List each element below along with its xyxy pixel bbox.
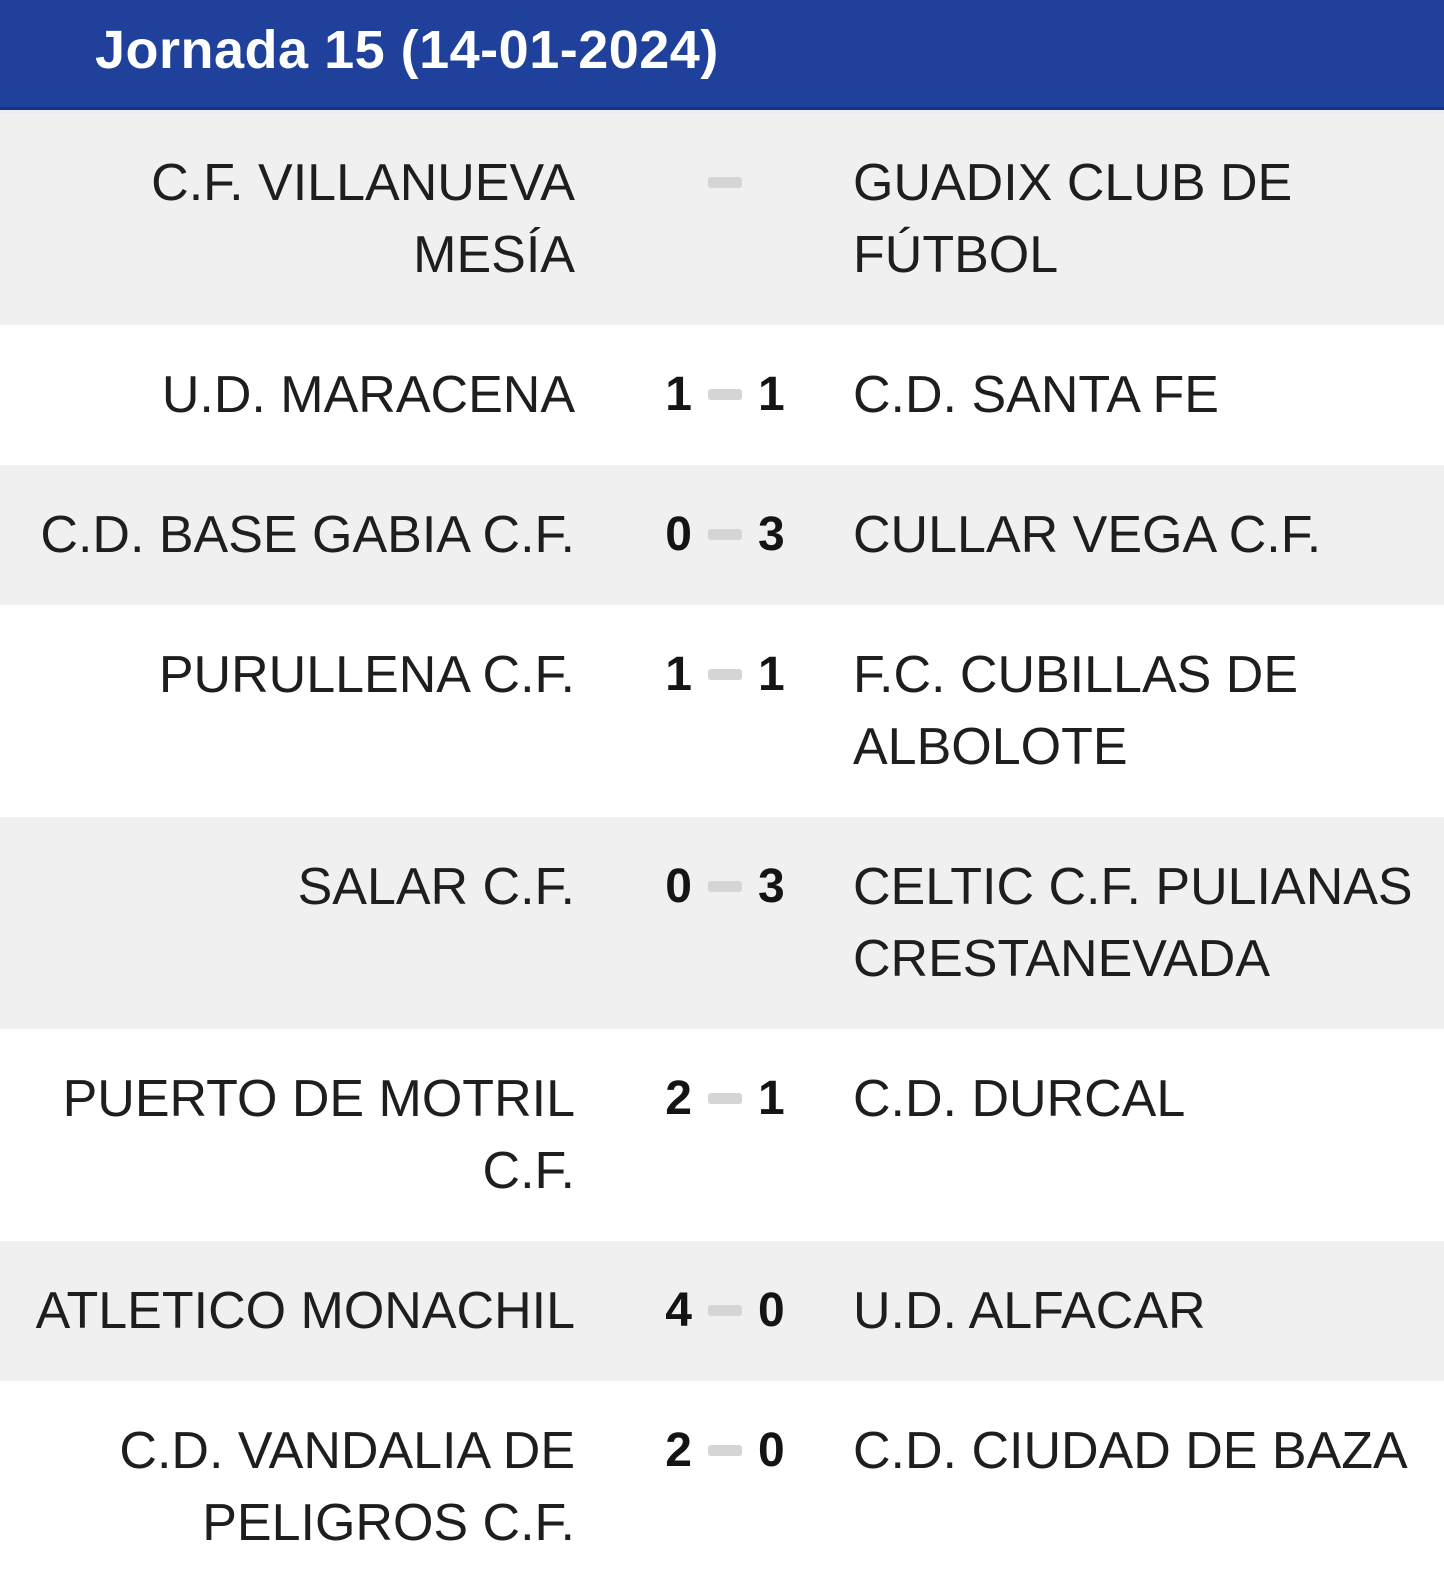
away-score: 0 <box>758 1424 785 1477</box>
home-team: PURULLENA C.F. <box>158 646 575 704</box>
home-team: U.D. MARACENA <box>161 366 575 424</box>
match-list: C.F. VILLANUEVA MESÍA GUADIX CLUB DE FÚT… <box>0 110 1444 1593</box>
away-score: 3 <box>758 860 785 913</box>
away-score: 0 <box>758 1284 785 1337</box>
score-dash-icon <box>708 880 742 892</box>
away-team: CULLAR VEGA C.F. <box>853 506 1322 564</box>
away-score: 3 <box>758 508 785 561</box>
home-score: 4 <box>665 1284 692 1337</box>
matchday-header: Jornada 15 (14-01-2024) <box>0 0 1444 110</box>
home-team: ATLETICO MONACHIL <box>35 1282 575 1340</box>
away-team: U.D. ALFACAR <box>853 1282 1206 1340</box>
away-team: C.D. DURCAL <box>853 1070 1186 1128</box>
away-score: 1 <box>758 1072 785 1125</box>
home-score: 1 <box>665 648 692 701</box>
home-team: C.D. VANDALIA DE PELIGROS C.F. <box>119 1422 575 1552</box>
score-dash-icon <box>708 176 742 188</box>
matchday-title: Jornada 15 (14-01-2024) <box>95 19 719 80</box>
home-team: C.D. BASE GABIA C.F. <box>40 506 575 564</box>
away-team: C.D. CIUDAD DE BAZA <box>853 1422 1408 1480</box>
away-score: 1 <box>758 368 785 421</box>
score-dash-icon <box>708 668 742 680</box>
score-dash-icon <box>708 528 742 540</box>
home-team: PUERTO DE MOTRIL C.F. <box>62 1070 575 1200</box>
home-score: 0 <box>665 860 692 913</box>
home-score: 2 <box>665 1424 692 1477</box>
away-score: 1 <box>758 648 785 701</box>
score-dash-icon <box>708 388 742 400</box>
score-dash-icon <box>708 1092 742 1104</box>
away-team: GUADIX CLUB DE FÚTBOL <box>853 154 1293 284</box>
score <box>605 147 845 219</box>
score-dash-icon <box>708 1444 742 1456</box>
away-team: CELTIC C.F. PULIANAS CRESTANEVADA <box>853 858 1413 988</box>
away-team: C.D. SANTA FE <box>853 366 1219 424</box>
home-team: C.F. VILLANUEVA MESÍA <box>151 154 575 284</box>
home-score: 2 <box>665 1072 692 1125</box>
match-row: C.F. VILLANUEVA MESÍA GUADIX CLUB DE FÚT… <box>0 113 1444 325</box>
score-dash-icon <box>708 1304 742 1316</box>
home-score: 0 <box>665 508 692 561</box>
home-team: SALAR C.F. <box>297 858 575 916</box>
home-score: 1 <box>665 368 692 421</box>
away-team: F.C. CUBILLAS DE ALBOLOTE <box>853 646 1299 776</box>
